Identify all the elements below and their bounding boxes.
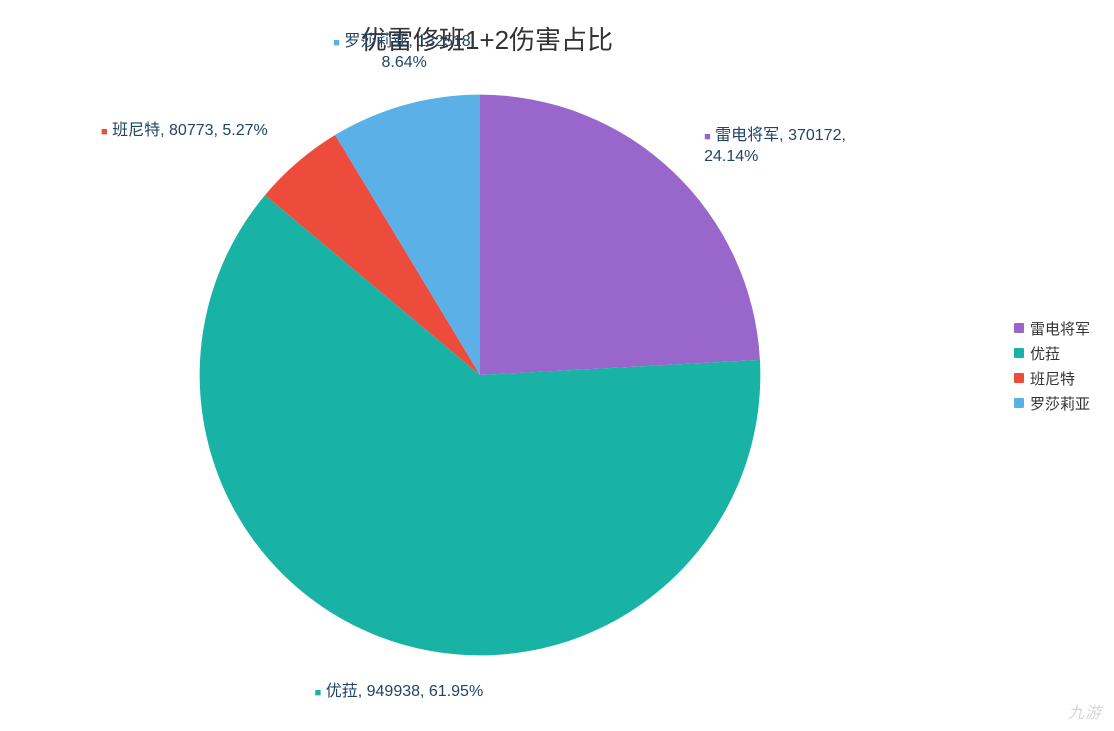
watermark: 九游	[1068, 699, 1102, 723]
legend-label: 罗莎莉亚	[1030, 393, 1090, 414]
data-label: ■ 班尼特, 80773, 5.27%	[101, 120, 268, 142]
legend-swatch	[1014, 348, 1024, 358]
legend-label: 优菈	[1030, 343, 1060, 364]
legend-label: 雷电将军	[1030, 318, 1090, 339]
legend-item: 班尼特	[1014, 368, 1090, 389]
chart-container: 优雷修班1+2伤害占比 ■ 雷电将军, 370172,24.14%■ 优菈, 9…	[0, 0, 1114, 731]
legend-label: 班尼特	[1030, 368, 1075, 389]
legend-item: 优菈	[1014, 343, 1090, 364]
legend: 雷电将军优菈班尼特罗莎莉亚	[1014, 314, 1090, 418]
pie-chart	[190, 85, 770, 665]
legend-swatch	[1014, 398, 1024, 408]
data-label: ■ 罗莎莉亚, 132518,8.64%	[314, 31, 494, 74]
legend-swatch	[1014, 323, 1024, 333]
legend-swatch	[1014, 373, 1024, 383]
data-label: ■ 雷电将军, 370172,24.14%	[704, 125, 846, 168]
legend-item: 罗莎莉亚	[1014, 393, 1090, 414]
data-label: ■ 优菈, 949938, 61.95%	[269, 681, 529, 703]
legend-item: 雷电将军	[1014, 318, 1090, 339]
